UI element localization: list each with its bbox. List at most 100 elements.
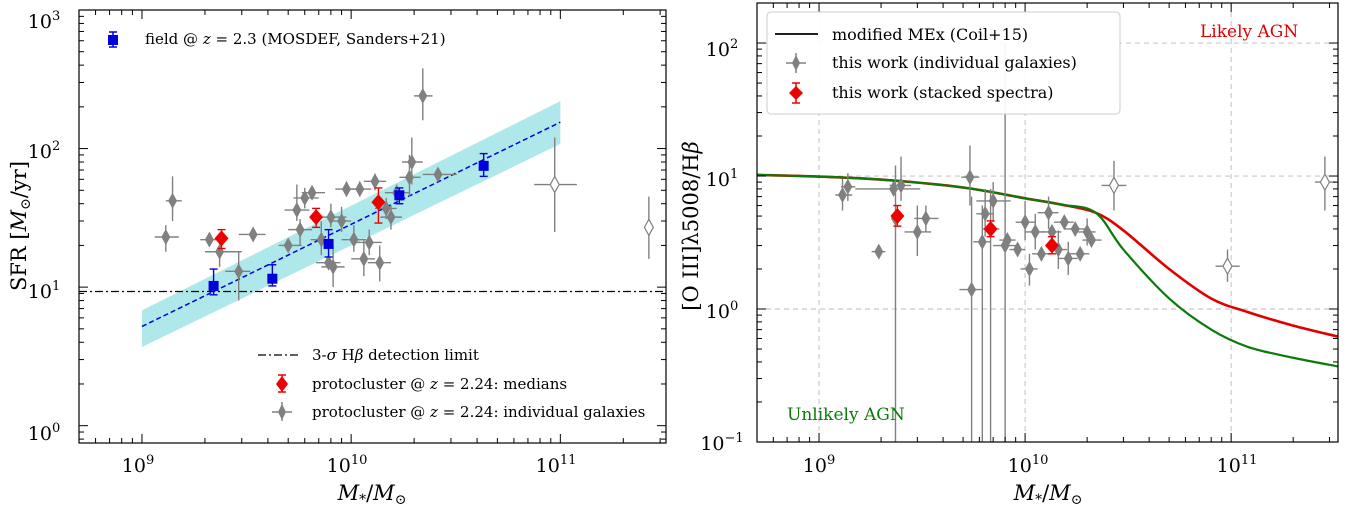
data-point (414, 68, 433, 121)
legend-individual-label: this work (individual galaxies) (832, 53, 1077, 72)
data-point (367, 245, 391, 282)
legend-individual-label: protocluster @ z = 2.24: individual gala… (312, 403, 645, 421)
thin-diamond-marker (838, 186, 848, 203)
x-tick-label-1e9: 109 (803, 453, 835, 477)
data-point (1037, 196, 1059, 229)
y-tick-label-1e-1: 10−1 (700, 431, 743, 455)
left-y-axis-label: SFR [M⊙/yr] (7, 161, 34, 291)
data-point (380, 205, 402, 230)
thin-diamond-marker (300, 189, 310, 206)
data-point (214, 228, 229, 250)
thin-diamond-marker (433, 166, 443, 183)
y-tick-label-1e2: 102 (28, 139, 60, 163)
thin-diamond-marker (1030, 223, 1040, 240)
thin-diamond-marker (889, 180, 899, 197)
left-panel-sfr-vs-mass: 109 1010 1011 103 102 101 100 M*/M⊙ SFR … (7, 9, 667, 508)
data-point (973, 205, 991, 442)
data-point (371, 187, 386, 224)
thin-diamond-marker (204, 231, 214, 248)
legend-field: field @ z = 2.3 (MOSDEF, Sanders+21) (108, 30, 446, 48)
y-tick-label-1e2: 102 (706, 37, 738, 61)
diamond-marker (983, 220, 998, 237)
thin-diamond-marker (283, 237, 293, 254)
x-tick-label-1e9: 109 (122, 453, 154, 477)
legend-bottom: 3-σ Hβ detection limit protocluster @ z … (258, 346, 645, 421)
thin-diamond-marker (248, 226, 258, 243)
data-point (1053, 214, 1074, 231)
thin-diamond-marker (1020, 214, 1030, 231)
data-point (288, 219, 313, 246)
y-tick-label-1e1: 101 (28, 279, 60, 303)
thin-diamond-marker (418, 87, 428, 104)
data-point (835, 178, 853, 211)
likely-agn-label: Likely AGN (1200, 22, 1298, 42)
data-point (841, 173, 856, 201)
thin-diamond-marker (843, 178, 853, 195)
thin-diamond-marker (896, 177, 906, 194)
data-point (871, 243, 886, 260)
square-marker-icon (108, 35, 118, 45)
x-tick-label-1e10: 1010 (1008, 453, 1049, 477)
thin-diamond-marker (1063, 250, 1073, 267)
legend-field-label: field @ z = 2.3 (MOSDEF, Sanders+21) (145, 30, 446, 48)
data-point (643, 196, 655, 259)
data-point (1082, 232, 1102, 249)
y-tick-label-1e0: 100 (706, 299, 738, 323)
x-tick-label-1e11: 1011 (1217, 453, 1258, 477)
data-point (323, 228, 334, 258)
thin-diamond-marker (988, 192, 998, 209)
legend-mex-label: modified MEx (Coil+15) (832, 25, 1028, 44)
x-tick-label-1e10: 1010 (327, 453, 368, 477)
thin-diamond-marker (965, 169, 975, 186)
legend-stacked-label: this work (stacked spectra) (832, 83, 1054, 102)
data-point (1101, 160, 1127, 211)
thin-diamond-marker (295, 221, 305, 238)
thin-diamond-marker (364, 234, 374, 251)
data-point (890, 204, 905, 227)
thin-diamond-marker (292, 202, 302, 219)
thin-diamond-marker (370, 173, 380, 190)
data-point (890, 165, 900, 442)
thin-diamond-marker (967, 281, 977, 298)
data-point (534, 137, 577, 232)
thin-diamond-marker (316, 231, 326, 248)
data-point (1015, 200, 1036, 241)
data-point (348, 181, 372, 198)
thin-diamond-marker (1075, 245, 1085, 262)
fit-line (141, 121, 561, 328)
thin-diamond-marker (234, 263, 244, 280)
gray-diamond-icon (278, 404, 286, 420)
square-marker (208, 280, 219, 291)
diamond-marker (371, 194, 386, 211)
open-diamond-marker (1222, 256, 1233, 276)
y-tick-label-1e0: 100 (28, 421, 60, 445)
open-diamond-marker (1108, 176, 1120, 195)
data-point (341, 225, 367, 252)
data-point (1020, 253, 1038, 286)
data-point (278, 237, 302, 254)
y-tick-label-1e1: 101 (706, 167, 738, 191)
data-point (855, 180, 921, 197)
data-point (356, 229, 382, 256)
data-point (1215, 249, 1240, 282)
data-point (351, 239, 375, 277)
thin-diamond-marker (1036, 245, 1046, 262)
data-point (1044, 235, 1059, 255)
diamond-marker (309, 209, 324, 226)
thin-diamond-marker (161, 229, 171, 246)
thin-diamond-marker (337, 213, 347, 230)
thin-diamond-marker (1044, 204, 1054, 221)
gray-diamond-icon (792, 55, 800, 71)
right-axes-frame (756, 2, 1339, 443)
thin-diamond-marker (1059, 214, 1069, 231)
data-point (309, 207, 324, 229)
thin-diamond-marker (1024, 260, 1034, 277)
diamond-marker (890, 208, 905, 225)
data-point (914, 205, 939, 232)
data-point (1069, 245, 1090, 262)
square-marker (478, 160, 489, 171)
data-point (999, 232, 1016, 249)
x-tick-label-1e11: 1011 (536, 453, 577, 477)
data-point (293, 187, 319, 209)
data-point (422, 166, 457, 183)
